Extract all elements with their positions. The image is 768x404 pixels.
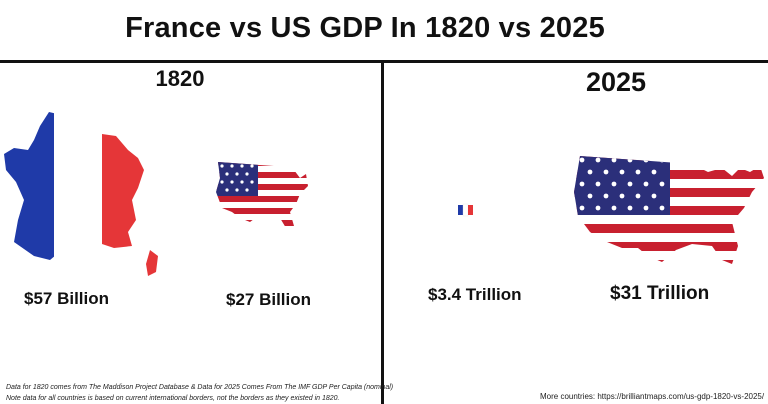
france-gdp-1820: $57 Billion	[24, 289, 110, 308]
us-flag-map-2025	[574, 156, 764, 264]
source-note: Data for 1820 comes from The Maddison Pr…	[6, 382, 393, 404]
panel-divider	[381, 60, 384, 404]
us-flag-map-1820	[216, 162, 308, 228]
year-label-1820: 1820	[155, 66, 205, 91]
header-divider	[0, 60, 768, 63]
source-note-line-1: Data for 1820 comes from The Maddison Pr…	[6, 384, 394, 391]
france-flag-map-1820	[4, 112, 158, 276]
us-gdp-2025: $31 Trillion	[610, 283, 710, 304]
page-title: France vs US GDP In 1820 vs 2025	[125, 12, 605, 44]
france-gdp-2025: $3.4 Trillion	[428, 285, 522, 304]
us-gdp-1820: $27 Billion	[226, 290, 312, 309]
france-flag-map-2025	[458, 203, 473, 217]
year-label-2025: 2025	[585, 67, 647, 97]
more-countries-link[interactable]: More countries: https://brilliantmaps.co…	[540, 392, 765, 401]
source-note-line-2: Note data for all countries is based on …	[6, 395, 340, 402]
